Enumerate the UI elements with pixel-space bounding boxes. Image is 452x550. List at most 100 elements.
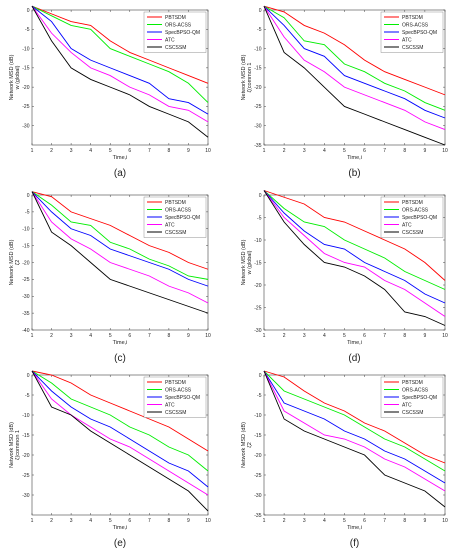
series-line-cscssm bbox=[31, 370, 209, 512]
x-tick-label: 4 bbox=[89, 333, 92, 339]
y-tick-label: -10 bbox=[22, 227, 29, 233]
x-axis-label: Time,i bbox=[347, 155, 362, 161]
series-line-atc bbox=[31, 370, 209, 496]
y-tick-label: -30 bbox=[22, 124, 29, 130]
x-tick-label: 2 bbox=[50, 148, 53, 154]
legend-label-pbtsdm: PBTSDM bbox=[165, 200, 186, 206]
x-tick-label: 4 bbox=[323, 148, 326, 154]
x-tick-label: 1 bbox=[263, 518, 266, 524]
chart-panel-3: 1 2 3 4 5 6 7 8 9 10 0 -5 -10 -15 -20 -25 -30 -35 -40 Time,… bbox=[9, 191, 211, 364]
y-tick-label: 0 bbox=[27, 8, 30, 14]
y-tick-label: -15 bbox=[22, 433, 29, 439]
series-line-pbtsdm bbox=[263, 370, 446, 464]
y-tick-label: -15 bbox=[254, 433, 261, 439]
x-tick-label: 2 bbox=[283, 148, 286, 154]
y-tick-label: -30 bbox=[22, 493, 29, 499]
x-axis-label: Time,i bbox=[113, 155, 128, 161]
legend-label-cscssm: CSCSSM bbox=[402, 45, 423, 51]
x-tick-label: 9 bbox=[423, 333, 426, 339]
x-tick-label: 10 bbox=[205, 518, 211, 524]
y-axis-sublabel: w (global) bbox=[15, 65, 21, 90]
y-tick-label: -30 bbox=[22, 294, 29, 300]
x-tick-label: 9 bbox=[187, 148, 190, 154]
legend-label-pbtsdm: PBTSDM bbox=[402, 200, 423, 206]
legend-label-cscssm: CSCSSM bbox=[165, 410, 186, 416]
legend-label-ors-acss: ORS-ACSS bbox=[165, 22, 192, 28]
y-axis-sublabel: ζ2 bbox=[15, 260, 21, 265]
legend-label-ors-acss: ORS-ACSS bbox=[165, 207, 192, 213]
legend-label-atc: ATC bbox=[165, 37, 175, 43]
series-line-cscssm bbox=[31, 191, 209, 314]
x-tick-label: 7 bbox=[148, 148, 151, 154]
x-tick-label: 8 bbox=[167, 518, 170, 524]
legend-label-cscssm: CSCSSM bbox=[165, 230, 186, 236]
x-tick-label: 5 bbox=[343, 148, 346, 154]
x-tick-label: 3 bbox=[303, 518, 306, 524]
y-axis-label: Network MSD (dB) bbox=[241, 239, 247, 285]
series-line-specbpso-qm bbox=[31, 191, 209, 287]
panel-label: (f) bbox=[350, 538, 359, 549]
series-line-atc bbox=[31, 5, 209, 123]
y-tick-label: -10 bbox=[254, 413, 261, 419]
legend-label-specbpso-qm: SpecBPSO-QM bbox=[402, 215, 437, 221]
y-axis-sublabel: w (global) bbox=[247, 250, 253, 275]
series-line-atc bbox=[263, 5, 446, 130]
chart-panel-4: 1 2 3 4 5 6 7 8 9 10 0 -5 -10 -15 -20 -25 -30 Time,i Netwo… bbox=[241, 190, 448, 364]
y-tick-label: -35 bbox=[22, 311, 29, 317]
y-axis-sublabel: ζ(common 1 bbox=[247, 63, 253, 93]
x-tick-label: 1 bbox=[263, 148, 266, 154]
y-tick-label: -20 bbox=[254, 453, 261, 459]
x-tick-label: 5 bbox=[109, 148, 112, 154]
series-line-ors-acss bbox=[31, 191, 209, 280]
panel-label: (d) bbox=[348, 353, 360, 364]
x-tick-label: 2 bbox=[283, 518, 286, 524]
x-tick-label: 3 bbox=[303, 148, 306, 154]
y-axis-label: Network MSD (dB) bbox=[9, 239, 15, 285]
chart-panel-1: 1 2 3 4 5 6 7 8 9 10 0 -5 -10 -15 -20 -25 -30 Time,i Netwo… bbox=[9, 5, 211, 179]
series-line-pbtsdm bbox=[31, 5, 209, 84]
y-tick-label: -25 bbox=[22, 473, 29, 479]
chart-panel-6: 1 2 3 4 5 6 7 8 9 10 0 -5 -10 -15 -20 -25 -30 -35 Time,i Ne… bbox=[241, 370, 448, 549]
x-tick-label: 4 bbox=[323, 333, 326, 339]
legend-label-ors-acss: ORS-ACSS bbox=[402, 207, 429, 213]
x-tick-label: 9 bbox=[423, 518, 426, 524]
y-axis-sublabel: ζ2 bbox=[247, 442, 253, 447]
legend-label-atc: ATC bbox=[165, 222, 175, 228]
x-tick-label: 7 bbox=[383, 518, 386, 524]
x-tick-label: 3 bbox=[70, 148, 73, 154]
series-line-cscssm bbox=[263, 5, 446, 146]
y-tick-label: 0 bbox=[27, 373, 30, 379]
x-tick-label: 10 bbox=[442, 148, 448, 154]
series-line-atc bbox=[31, 191, 209, 304]
y-tick-label: -5 bbox=[257, 215, 262, 221]
x-tick-label: 4 bbox=[323, 518, 326, 524]
series-line-specbpso-qm bbox=[31, 5, 209, 115]
y-tick-label: -15 bbox=[254, 66, 261, 72]
legend-label-atc: ATC bbox=[402, 222, 412, 228]
series-line-cscssm bbox=[31, 5, 209, 138]
series-line-pbtsdm bbox=[263, 5, 446, 96]
y-tick-label: -30 bbox=[254, 493, 261, 499]
panel-label: (e) bbox=[114, 538, 126, 549]
x-tick-label: 7 bbox=[383, 333, 386, 339]
y-tick-label: -35 bbox=[254, 513, 261, 519]
x-axis-label: Time,i bbox=[347, 525, 362, 531]
legend-label-specbpso-qm: SpecBPSO-QM bbox=[402, 395, 437, 401]
y-tick-label: -25 bbox=[22, 277, 29, 283]
x-tick-label: 7 bbox=[148, 518, 151, 524]
y-tick-label: -25 bbox=[254, 473, 261, 479]
series-line-ors-acss bbox=[263, 370, 446, 472]
x-tick-label: 8 bbox=[403, 518, 406, 524]
y-tick-label: -20 bbox=[254, 85, 261, 91]
y-tick-label: -5 bbox=[25, 393, 30, 399]
y-tick-label: 0 bbox=[27, 193, 30, 199]
x-tick-label: 8 bbox=[403, 333, 406, 339]
y-tick-label: -20 bbox=[22, 85, 29, 91]
x-tick-label: 5 bbox=[343, 333, 346, 339]
x-tick-label: 10 bbox=[442, 333, 448, 339]
x-tick-label: 10 bbox=[442, 518, 448, 524]
